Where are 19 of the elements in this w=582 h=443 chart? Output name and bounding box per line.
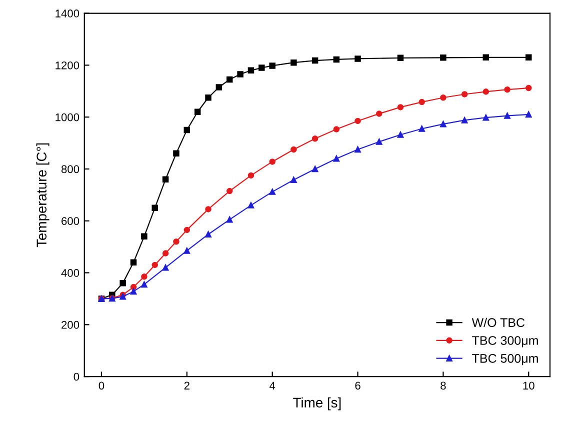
legend-label: TBC 500μm — [472, 354, 538, 366]
y-tick-label: 1000 — [56, 113, 80, 122]
y-tick-label: 600 — [62, 217, 80, 226]
x-tick-label: 8 — [440, 382, 446, 390]
x-tick-label: 0 — [98, 382, 104, 390]
legend-label: W/O TBC — [472, 318, 525, 328]
y-tick-label: 800 — [61, 165, 80, 174]
legend-label: TBC 300μm — [472, 336, 538, 348]
y-tick-label: 0 — [74, 372, 80, 381]
y-tick-label: 1200 — [56, 61, 80, 70]
y-tick-label: 200 — [62, 320, 80, 329]
y-tick-label: 1400 — [56, 10, 80, 18]
x-tick-label: 4 — [270, 382, 276, 390]
y-axis-title: Temperature [C°] — [36, 143, 50, 248]
x-tick-label: 10 — [523, 382, 534, 390]
x-tick-label: 6 — [355, 382, 360, 390]
x-axis-title: Time [s] — [293, 397, 341, 410]
x-tick-label: 2 — [184, 382, 190, 390]
y-tick-label: 400 — [61, 269, 80, 277]
